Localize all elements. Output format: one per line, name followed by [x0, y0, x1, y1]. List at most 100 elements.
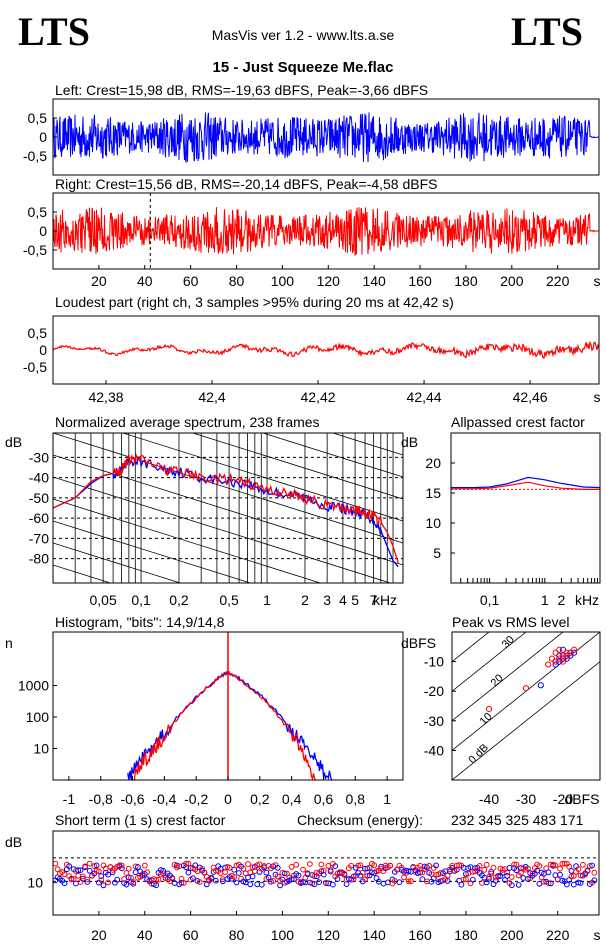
y-tick-label: -40: [29, 470, 49, 486]
crest-point: [169, 875, 176, 882]
crest-point: [75, 867, 82, 874]
spectrum-grid: [53, 433, 403, 583]
x-tick-label: 4: [339, 592, 347, 608]
crest-point: [105, 879, 111, 886]
x-tick-label: 42,42: [301, 389, 336, 405]
crest-point: [564, 881, 570, 888]
crest-point: [550, 861, 556, 868]
crest-point: [481, 866, 488, 873]
crest-point: [419, 876, 426, 883]
crest-point: [316, 879, 323, 885]
histogram-chart: n 1000 100 10 -1 -0,8 -0,6 -0,4 -0,2 0 0,2 0,4 0,6 0,…: [5, 631, 404, 807]
x-tick-label: 1: [263, 592, 271, 608]
spectrum-series-1: [53, 452, 399, 563]
crest-point: [118, 862, 125, 869]
crest-point: [77, 867, 84, 873]
crest-point: [178, 879, 185, 886]
crest-point: [213, 877, 219, 884]
loudest-trace: [52, 340, 600, 359]
x-tick-label: -30: [516, 791, 536, 807]
pvr-point-0: [537, 682, 544, 689]
crest-point: [387, 862, 394, 869]
crest-point: [518, 870, 524, 876]
crest-point: [288, 863, 295, 870]
y-unit-label: dBFS: [401, 635, 436, 651]
plot-frame: [52, 830, 600, 916]
crest-point: [86, 860, 93, 867]
crest-point: [547, 880, 554, 887]
x-tick-label: 42,44: [407, 389, 442, 405]
x-tick-label: -0,8: [89, 791, 113, 807]
crest-point: [300, 879, 307, 885]
slope-line: [53, 498, 322, 583]
crest-point: [589, 862, 595, 869]
crest-point: [192, 862, 199, 869]
crest-point: [515, 882, 522, 888]
x-tick-label: 180: [454, 273, 478, 289]
crest-point: [52, 860, 59, 867]
diagonal-label: 20: [489, 672, 506, 689]
x-tick-label: 2: [558, 592, 566, 608]
x-tick-label: 180: [454, 927, 478, 943]
crest-point: [357, 862, 364, 869]
crest-point: [185, 869, 192, 876]
pvr-point-0: [556, 652, 563, 659]
crest-point: [559, 877, 566, 884]
crest-point: [444, 872, 451, 879]
crest-point: [458, 881, 465, 888]
short-term-crest-chart: dB 10 20 40 60 80 100 120 140 160 180 200 220 s: [5, 830, 601, 943]
crest-point: [405, 878, 412, 885]
crest-point: [75, 872, 82, 879]
y-unit-label: n: [5, 635, 13, 651]
pvr-point-0: [563, 655, 570, 662]
y-tick-label: -60: [29, 510, 49, 526]
diagonal-label: 10: [478, 711, 495, 728]
x-tick-label: 0,2: [250, 791, 270, 807]
slope-line: [53, 520, 252, 583]
pvr-point-1: [559, 652, 567, 659]
crest-point: [320, 867, 327, 874]
crest-point: [93, 862, 100, 869]
crest-point: [490, 864, 497, 871]
crest-point: [483, 861, 490, 868]
x-tick-label: -0,2: [184, 791, 208, 807]
crest-point: [295, 872, 302, 879]
crest-point: [84, 876, 91, 883]
x-tick-label: 120: [317, 273, 341, 289]
crest-point: [433, 872, 440, 878]
crest-point: [570, 881, 577, 888]
crest-point: [118, 865, 125, 872]
y-tick-label: 5: [433, 545, 441, 561]
crest-point: [513, 861, 520, 868]
crest-point: [213, 867, 219, 874]
y-tick-label: -80: [29, 551, 49, 567]
crest-point: [135, 864, 141, 870]
x-tick-label: 0,1: [131, 592, 151, 608]
y-tick-label: 100: [26, 709, 50, 725]
y-tick-label: 10: [425, 515, 441, 531]
crest-point: [488, 870, 495, 877]
histogram-series-0: [127, 671, 333, 781]
pvr-point-1: [522, 685, 530, 692]
crest-point: [463, 876, 469, 883]
peak-rms-title: Peak vs RMS level: [452, 614, 570, 630]
y-tick-label: -10: [424, 654, 444, 670]
crest-point: [575, 866, 582, 872]
checksum-value: 232 345 325 483 171: [451, 812, 584, 828]
y-tick-label: -40: [424, 742, 444, 758]
crest-point: [341, 870, 348, 877]
short-term-crest-title: Short term (1 s) crest factor: [55, 812, 226, 828]
crest-point: [233, 879, 240, 886]
x-tick-label: 100: [271, 273, 295, 289]
crest-point: [426, 862, 433, 869]
crest-point: [525, 876, 531, 882]
crest-point: [591, 869, 598, 876]
y-tick-label: -70: [29, 530, 49, 546]
pvr-point-0: [552, 661, 559, 668]
x-tick-label: 42,4: [198, 389, 225, 405]
crest-point: [488, 869, 495, 875]
slope-line: [261, 433, 403, 478]
crest-point: [79, 873, 86, 880]
crest-point: [584, 867, 591, 874]
crest-point: [460, 876, 467, 883]
